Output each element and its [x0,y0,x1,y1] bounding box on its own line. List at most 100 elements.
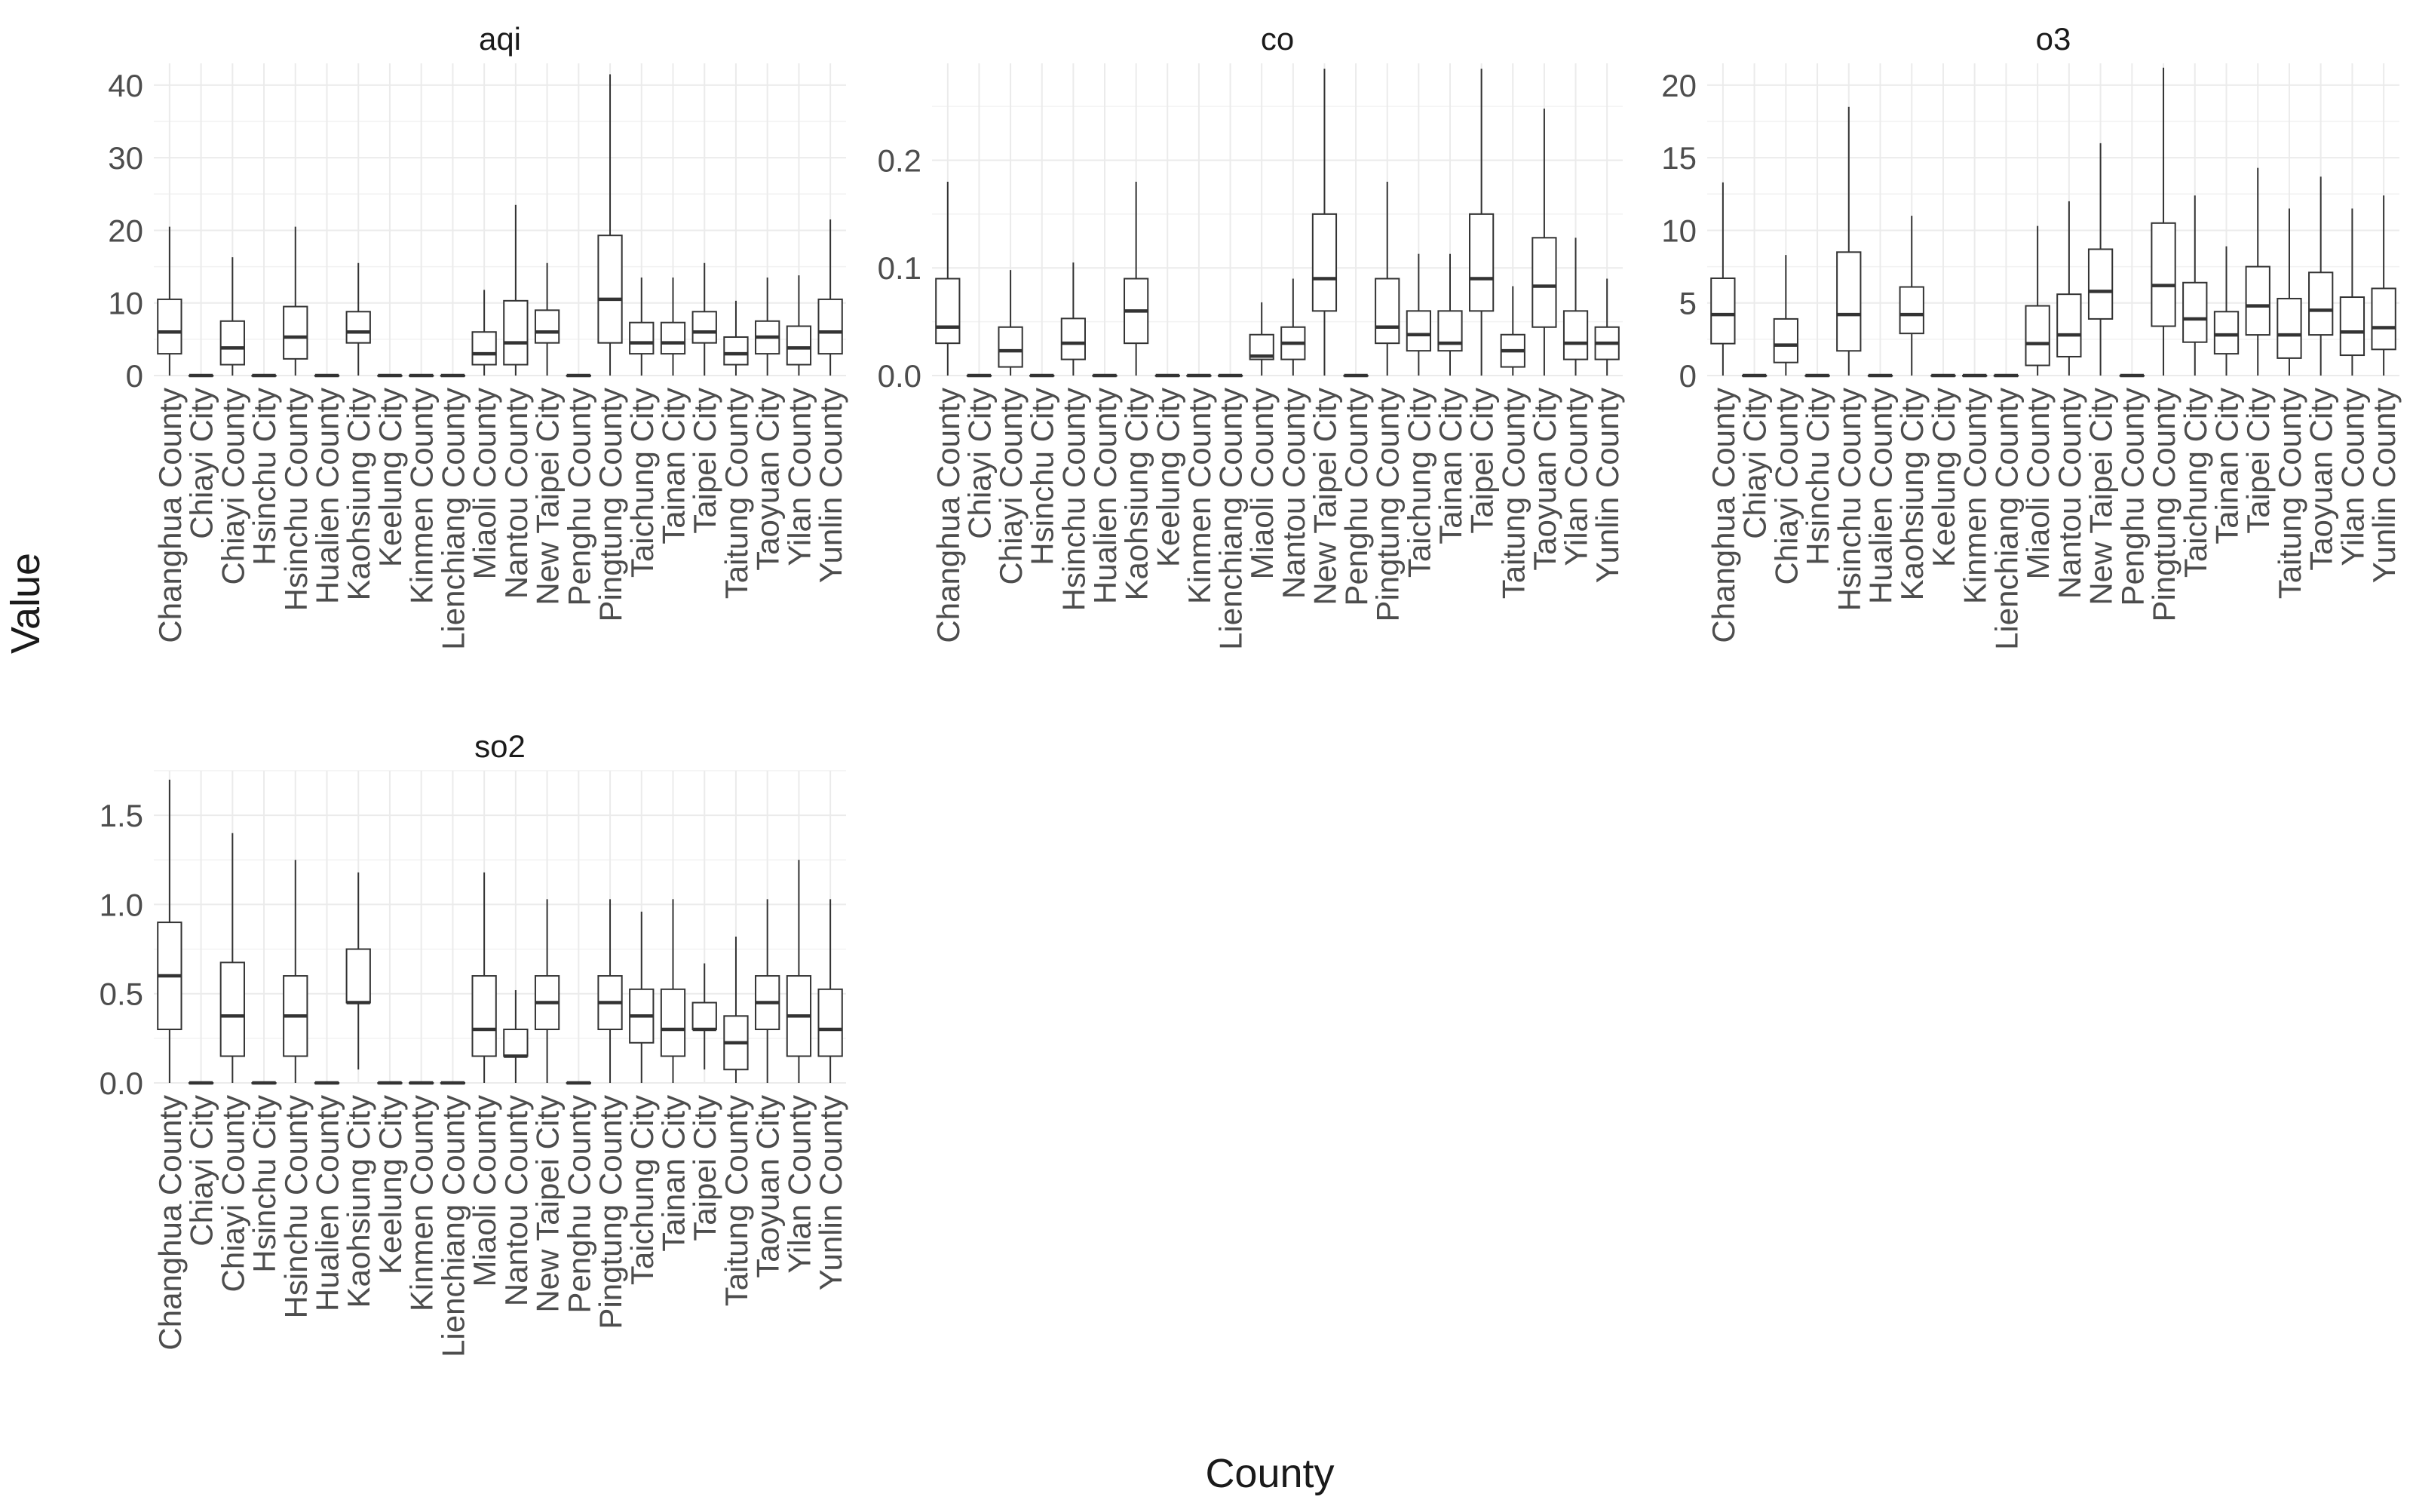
x-tick-label: Chiayi City [184,1095,219,1247]
x-tick-label: Lienchiang County [435,1095,471,1357]
box-iqr [1710,277,1736,345]
facet-title-aqi: aqi [479,21,521,57]
y-tick-label: 0.1 [878,250,921,286]
x-tick-label: Kinmen County [404,388,440,604]
box-iqr [2277,297,2302,359]
x-tick-label: Kaohsiung City [1119,388,1154,601]
box-changhua-county [157,226,182,376]
x-tick-label: Hualien County [310,388,345,604]
box-kaohsiung-city [345,872,371,1070]
box-iqr [1406,310,1431,352]
x-axis-title: County [1205,1451,1334,1496]
box-taipei-city [691,262,717,376]
gridlines [932,63,1623,376]
x-tick-label: Chiayi City [961,388,997,539]
box-iqr [2025,305,2050,366]
box-iqr [1469,213,1495,312]
box-iqr [2151,222,2176,327]
box-changhua-county [157,779,182,1083]
box-taoyuan-city [2308,176,2334,376]
box-iqr [1562,310,1589,360]
x-tick-label: Nantou County [1276,388,1311,599]
box-pingtung-county [1375,182,1400,376]
x-tick-label: Taoyuan City [2304,388,2339,571]
x-tick-label: Chiayi City [1737,388,1773,539]
x-tick-label: Yunlin County [813,1095,848,1290]
box-taipei-city [691,963,717,1070]
x-tick-label: Changhua County [931,388,966,643]
box-kinmen-county [409,1081,434,1085]
box-iqr [660,321,686,355]
x-tick-label: Changhua County [1706,388,1741,643]
x-tick-label: Keelung City [373,1095,408,1274]
x-tick-label: Chiayi City [184,388,219,539]
box-iqr [691,311,717,344]
x-tick-label: Yunlin County [1590,388,1625,583]
y-tick-label: 10 [1661,213,1697,248]
box-iqr [817,298,843,355]
box-iqr [2308,271,2334,336]
box-yunlin-county [2371,195,2396,376]
box-iqr [345,948,371,1004]
box-nantou-county [1280,278,1306,376]
box-iqr [1773,317,1798,363]
box-iqr [1375,278,1400,345]
y-tick-label: 0.0 [100,1066,143,1101]
x-tick-label: Hsinchu County [278,1095,314,1318]
box-chiayi-county [219,833,245,1083]
x-tick-label: Lienchiang County [435,388,471,650]
x-tick-label: Kinmen County [1182,388,1217,604]
x-tick-label: Keelung City [1926,388,1961,567]
box-changhua-county [1710,182,1736,376]
y-tick-label: 0.0 [878,358,921,394]
box-taoyuan-city [1532,108,1557,376]
box-yunlin-county [817,219,843,376]
x-tick-label: Yilan County [781,388,817,566]
box-taipei-city [2245,167,2270,376]
box-tainan-city [660,899,686,1083]
box-iqr [1060,317,1086,360]
box-iqr [998,326,1023,368]
x-tick-label: Tainan City [656,1095,691,1252]
box-nantou-county [2056,201,2082,376]
x-tick-label: Pingtung County [2146,388,2182,622]
x-tick-label: Kaohsiung City [341,388,376,601]
x-tick-label: Yunlin County [2366,388,2402,583]
x-tick-label: Taoyuan City [1527,388,1562,571]
x-tick-label: Taipei City [687,1095,722,1241]
x-tick-label: New Taipei City [530,1095,566,1313]
box-iqr [534,309,560,344]
box-pingtung-county [597,899,623,1083]
box-yilan-county [1562,238,1589,376]
x-tick-label: Taipei City [2240,388,2276,534]
x-tick-label: Hualien County [1863,388,1899,604]
box-iqr [1311,213,1338,312]
box-iqr [345,311,371,344]
box-new-taipei-city [1311,69,1338,376]
box-iqr [2371,287,2396,351]
box-yilan-county [786,860,812,1083]
box-iqr [471,331,497,366]
x-tick-label: Chiayi County [215,1095,250,1292]
box-taitung-county [723,300,749,376]
box-miaoli-county [471,872,497,1083]
box-hsinchu-county [1836,106,1862,376]
box-iqr [817,988,843,1057]
box-taitung-county [2277,208,2302,376]
y-tick-label: 30 [108,140,143,176]
box-iqr [2056,293,2082,357]
x-tick-label: Taichung City [1401,388,1436,578]
y-axis-title: Value [3,553,48,654]
x-tick-label: Hsinchu County [1056,388,1091,611]
gridlines [154,63,846,376]
facet-title-co: co [1261,21,1294,57]
x-tick-label: Taipei City [1464,388,1500,534]
x-tick-label: Hsinchu City [247,1095,282,1273]
box-iqr [660,988,686,1057]
box-iqr [629,321,655,355]
x-tick-label: Hsinchu City [1025,388,1060,566]
x-tick-label: Keelung City [373,388,408,567]
